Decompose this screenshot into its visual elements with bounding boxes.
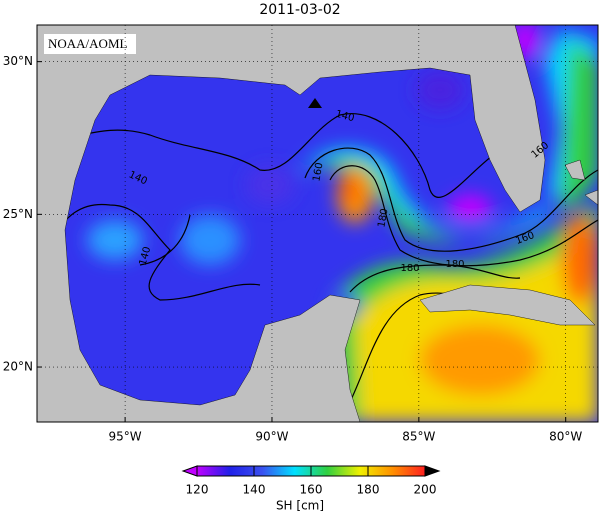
- map-frame: [36, 24, 599, 423]
- credit: NOAA/AOML: [48, 36, 128, 51]
- colorbar-low: [181, 465, 198, 477]
- credit-box: [44, 34, 136, 54]
- colorbar-label: SH [cm]: [276, 499, 324, 513]
- lon-label: 90°W: [255, 430, 288, 444]
- station-marker: [308, 98, 322, 108]
- lat-label: 30°N: [3, 54, 33, 68]
- contours: [37, 113, 598, 403]
- lon-label: 80°W: [549, 430, 582, 444]
- lon-label: 95°W: [109, 430, 142, 444]
- lat-label: 20°N: [3, 360, 33, 374]
- colorbar-tick-label: 140: [243, 483, 266, 497]
- contour-label: 180: [400, 263, 419, 274]
- colorbar-high: [424, 465, 441, 477]
- colorbar-tick-label: 200: [414, 483, 437, 497]
- title: 2011-03-02: [259, 2, 340, 18]
- contour-label: 140: [138, 245, 154, 266]
- contour-label: 160: [311, 162, 325, 183]
- map-field: [37, 25, 598, 422]
- contour-label: 180: [376, 208, 390, 229]
- cuba: [419, 284, 596, 326]
- land: [37, 25, 546, 422]
- islands: [564, 159, 598, 206]
- lon-label: 85°W: [402, 430, 435, 444]
- height-field: [87, 25, 598, 422]
- colorbar-tick-label: 120: [186, 483, 209, 497]
- contour-label: 180: [445, 259, 464, 270]
- colorbar-tick-label: 160: [300, 483, 323, 497]
- colorbar-tick-label: 180: [357, 483, 380, 497]
- lat-label: 25°N: [3, 207, 33, 221]
- contour-label: 140: [334, 109, 355, 125]
